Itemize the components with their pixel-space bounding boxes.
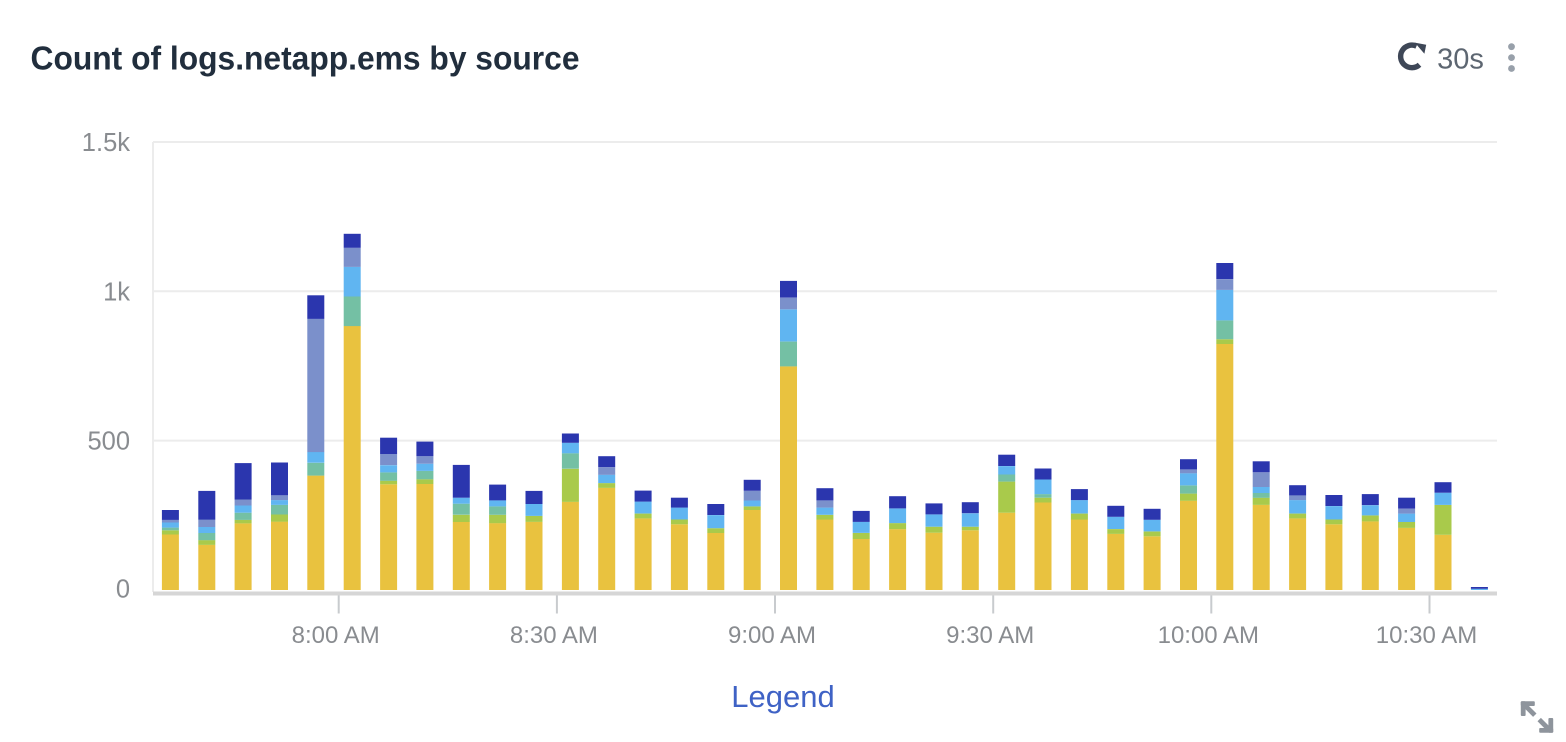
svg-text:9:30 AM: 9:30 AM (946, 622, 1034, 649)
svg-text:500: 500 (87, 428, 130, 456)
svg-text:10:30 AM: 10:30 AM (1376, 622, 1477, 649)
svg-text:9:00 AM: 9:00 AM (728, 622, 816, 649)
svg-text:8:30 AM: 8:30 AM (510, 622, 598, 649)
svg-text:1.5k: 1.5k (82, 129, 130, 157)
svg-text:Count of logs.netapp.ems by so: Count of logs.netapp.ems by source (31, 40, 580, 77)
svg-text:0: 0 (116, 576, 130, 604)
svg-text:30s: 30s (1437, 43, 1484, 75)
svg-text:1k: 1k (103, 278, 130, 306)
svg-text:Legend: Legend (731, 679, 834, 714)
svg-text:10:00 AM: 10:00 AM (1158, 622, 1259, 649)
svg-text:8:00 AM: 8:00 AM (292, 622, 380, 649)
